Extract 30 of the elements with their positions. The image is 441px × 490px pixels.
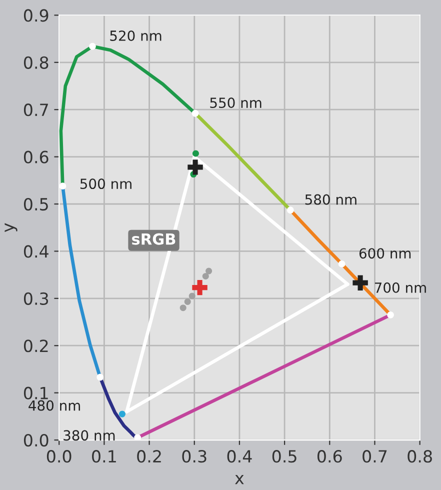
x-tick-label: 0.1 <box>92 450 116 463</box>
x-tick-label: 0.5 <box>272 450 296 463</box>
y-tick-label: 0.1 <box>24 386 48 400</box>
y-tick-label: 0.7 <box>24 104 48 116</box>
x-tick-label: 0.4 <box>227 450 252 463</box>
annotation: 550 nm <box>210 98 262 108</box>
x-tick-label: 0.0 <box>46 450 72 463</box>
annotation: 500 nm <box>80 178 132 190</box>
annotation: 380 nm <box>64 430 115 441</box>
annotation: 580 nm <box>305 194 356 205</box>
annotation: 700 nm <box>374 282 426 293</box>
y-tick-label: 0.8 <box>24 56 48 69</box>
y-tick-label: 0.0 <box>24 434 48 447</box>
x-tick-label: 0.6 <box>317 450 342 463</box>
y-tick-label: 0.3 <box>24 292 48 305</box>
y-tick-label: 0.5 <box>24 198 48 211</box>
annotation: 480 nm <box>28 400 80 411</box>
annotation: 520 nm <box>110 30 162 41</box>
y-tick-label: 0.6 <box>24 150 48 164</box>
x-tick-label: 0.7 <box>362 450 387 463</box>
x-axis-title: x <box>235 474 244 484</box>
annotation: 600 nm <box>359 248 411 259</box>
y-tick-label: 0.4 <box>24 245 48 258</box>
annotation: sRGB <box>132 233 176 245</box>
x-tick-label: 0.3 <box>182 450 206 463</box>
y-axis-title: y <box>4 223 18 232</box>
y-tick-label: 0.9 <box>24 9 48 22</box>
x-tick-label: 0.8 <box>408 450 432 463</box>
y-tick-label: 0.2 <box>24 340 48 352</box>
x-tick-label: 0.2 <box>137 450 161 463</box>
